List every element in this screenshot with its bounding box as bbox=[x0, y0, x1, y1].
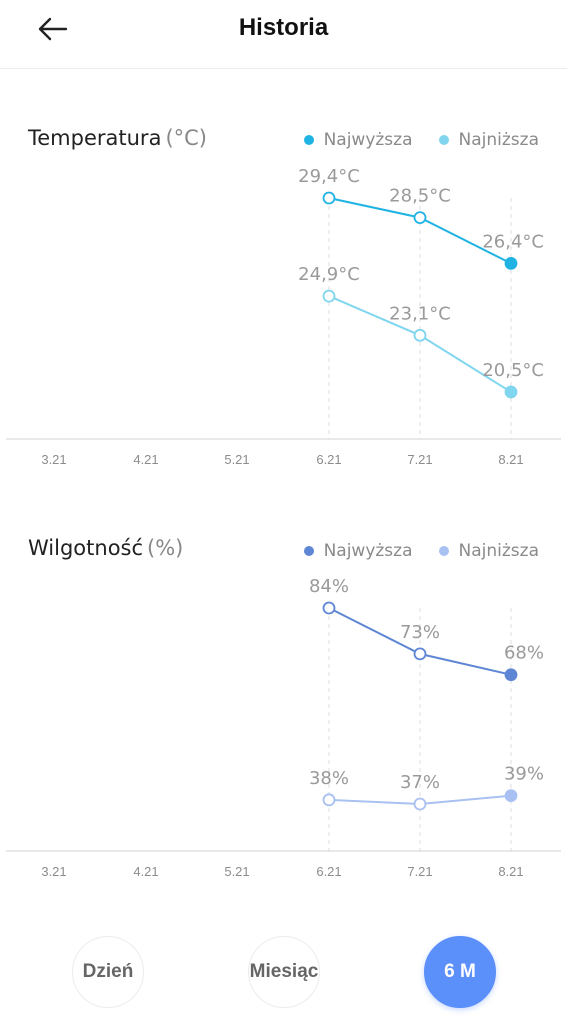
range-button-month[interactable]: Miesiąc bbox=[248, 936, 320, 1008]
data-label: 20,5°C bbox=[482, 360, 544, 381]
arrow-left-icon bbox=[38, 17, 68, 41]
data-label: 68% bbox=[504, 643, 544, 664]
data-point[interactable] bbox=[322, 191, 336, 205]
x-tick-label: 4.21 bbox=[133, 864, 158, 879]
legend-item-min: Najniższa bbox=[438, 130, 539, 150]
x-tick-label: 8.21 bbox=[498, 864, 523, 879]
x-tick-label: 3.21 bbox=[41, 452, 66, 467]
legend-dot-max bbox=[303, 546, 314, 556]
humidity-unit: (%) bbox=[147, 536, 184, 560]
data-label: 29,4°C bbox=[298, 166, 360, 187]
humidity-chart-title: Wilgotność (%) bbox=[28, 536, 183, 560]
legend-dot-min bbox=[438, 135, 449, 145]
legend-label-min: Najniższa bbox=[458, 130, 539, 150]
data-point[interactable] bbox=[413, 328, 427, 342]
data-label: 39% bbox=[504, 764, 544, 785]
data-label: 24,9°C bbox=[298, 264, 360, 285]
data-label: 37% bbox=[400, 772, 440, 793]
data-point[interactable] bbox=[504, 256, 518, 270]
range-button-label: Miesiąc bbox=[249, 961, 319, 982]
x-tick-label: 6.21 bbox=[316, 864, 341, 879]
legend-dot-min bbox=[438, 546, 449, 556]
temperature-title-text: Temperatura bbox=[28, 126, 162, 150]
data-point[interactable] bbox=[413, 647, 427, 661]
range-button-6m[interactable]: 6 M bbox=[424, 936, 496, 1008]
temperature-unit: (°C) bbox=[165, 126, 207, 150]
temperature-chart-title: Temperatura (°C) bbox=[28, 126, 207, 150]
legend-item-max: Najwyższa bbox=[303, 541, 413, 561]
data-label: 73% bbox=[400, 622, 440, 643]
temperature-plot: 3.21 4.21 5.21 6.21 7.21 8.21 29,4°C 28,5°C 26,4… bbox=[6, 166, 561, 467]
data-point[interactable] bbox=[504, 385, 518, 399]
data-point[interactable] bbox=[322, 793, 336, 807]
app-header: Historia bbox=[0, 0, 567, 69]
data-point[interactable] bbox=[322, 601, 336, 615]
x-tick-label: 7.21 bbox=[407, 452, 432, 467]
range-selector: Dzień Miesiąc 6 M bbox=[0, 936, 567, 1010]
humidity-chart: Wilgotność (%) Najwyższa Najniższa 3.21 4.… bbox=[0, 522, 567, 892]
temperature-chart: Temperatura (°C) Najwyższa Najniższa 3.21… bbox=[0, 110, 567, 480]
humidity-legend: Najwyższa Najniższa bbox=[303, 541, 539, 561]
data-label: 84% bbox=[309, 576, 349, 597]
legend-item-min: Najniższa bbox=[438, 541, 539, 561]
x-tick-label: 7.21 bbox=[407, 864, 432, 879]
x-tick-label: 8.21 bbox=[498, 452, 523, 467]
x-tick-label: 5.21 bbox=[224, 452, 249, 467]
humidity-plot: 3.21 4.21 5.21 6.21 7.21 8.21 84% 73% 68% 38% 37% 3… bbox=[6, 576, 561, 879]
data-label: 26,4°C bbox=[482, 231, 544, 252]
range-button-label: Dzień bbox=[82, 961, 134, 982]
data-label: 28,5°C bbox=[389, 186, 451, 207]
x-tick-label: 4.21 bbox=[133, 452, 158, 467]
data-point[interactable] bbox=[413, 797, 427, 811]
data-point[interactable] bbox=[504, 789, 518, 803]
legend-item-max: Najwyższa bbox=[303, 130, 413, 150]
legend-label-max: Najwyższa bbox=[323, 130, 413, 150]
data-label: 23,1°C bbox=[389, 303, 451, 324]
x-tick-label: 3.21 bbox=[41, 864, 66, 879]
x-tick-label: 5.21 bbox=[224, 864, 249, 879]
back-button[interactable] bbox=[28, 10, 78, 50]
legend-dot-max bbox=[303, 135, 314, 145]
humidity-title-text: Wilgotność bbox=[28, 536, 144, 560]
legend-label-max: Najwyższa bbox=[323, 541, 413, 561]
page-title: Historia bbox=[238, 14, 329, 41]
range-button-label: 6 M bbox=[444, 961, 476, 982]
legend-label-min: Najniższa bbox=[458, 541, 539, 561]
data-point[interactable] bbox=[504, 668, 518, 682]
range-button-day[interactable]: Dzień bbox=[72, 936, 144, 1008]
temperature-legend: Najwyższa Najniższa bbox=[303, 130, 539, 150]
data-label: 38% bbox=[309, 768, 349, 789]
data-point[interactable] bbox=[322, 289, 336, 303]
data-point[interactable] bbox=[413, 211, 427, 225]
x-tick-label: 6.21 bbox=[316, 452, 341, 467]
